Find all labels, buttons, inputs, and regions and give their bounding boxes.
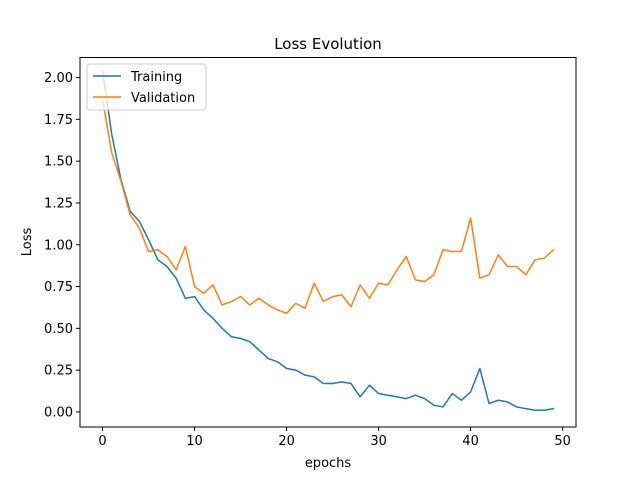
y-axis-ticks: 0.00 0.25 0.50 0.75 1.00 1.25 1.50 1.75 2.00 bbox=[44, 71, 80, 420]
x-tick-label: 50 bbox=[554, 434, 571, 449]
y-axis-label: Loss bbox=[20, 228, 35, 257]
y-tick-label: 0.25 bbox=[44, 364, 73, 379]
y-tick-label: 0.00 bbox=[44, 405, 73, 420]
legend: Training Validation bbox=[86, 63, 207, 111]
x-tick-label: 30 bbox=[370, 434, 387, 449]
y-tick-label: 2.00 bbox=[44, 71, 73, 86]
plot-area bbox=[80, 57, 576, 427]
x-tick-label: 20 bbox=[278, 434, 295, 449]
x-tick-label: 10 bbox=[186, 434, 203, 449]
chart-title: Loss Evolution bbox=[274, 35, 382, 53]
x-axis-label: epochs bbox=[305, 456, 352, 471]
plot-frame bbox=[79, 57, 577, 428]
y-tick-label: 1.75 bbox=[44, 113, 73, 128]
x-axis-ticks: 0 10 20 30 40 50 bbox=[98, 427, 571, 449]
series-line-validation bbox=[101, 98, 555, 315]
series-line-training bbox=[101, 70, 555, 412]
y-tick-label: 1.25 bbox=[44, 196, 73, 211]
y-tick-label: 1.50 bbox=[44, 155, 73, 170]
y-tick-label: 0.75 bbox=[44, 280, 73, 295]
y-tick-label: 0.50 bbox=[44, 322, 73, 337]
x-tick-label: 40 bbox=[462, 434, 479, 449]
legend-label-validation: Validation bbox=[131, 91, 195, 106]
x-tick-label: 0 bbox=[98, 434, 106, 449]
y-tick-label: 1.00 bbox=[44, 238, 73, 253]
legend-label-training: Training bbox=[130, 70, 182, 85]
series-layer bbox=[101, 70, 555, 412]
